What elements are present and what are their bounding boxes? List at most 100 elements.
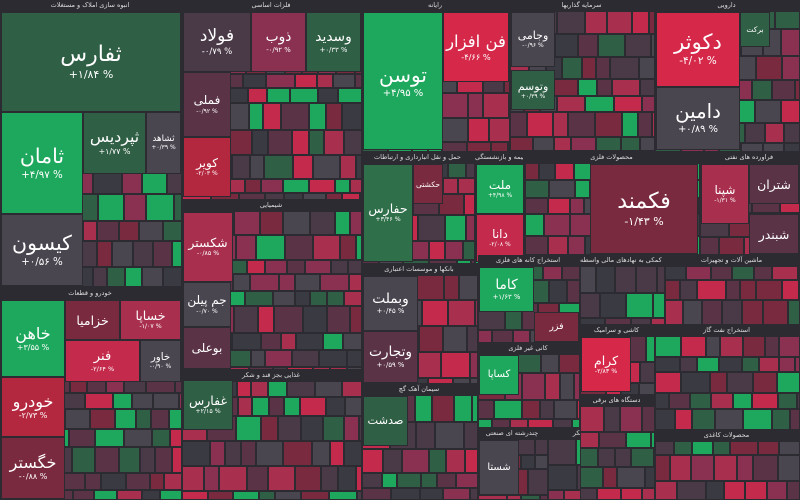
- stock-cell: [600, 293, 626, 318]
- stock-cell: [525, 163, 539, 180]
- stock-cell: [638, 112, 652, 137]
- stock-cell: [599, 432, 626, 448]
- stock-tile: خاهن +۳/۵۵ %: [1, 300, 65, 377]
- stock-cell: [675, 409, 692, 430]
- stock-cell: [238, 397, 252, 416]
- stock-cell: [548, 236, 568, 255]
- stock-cell: [478, 495, 507, 500]
- stock-tile: فکمند -۱/۴۳ %: [590, 164, 698, 254]
- stock-cell: [429, 260, 457, 264]
- stock-cell: [247, 466, 268, 491]
- stock-cell: [249, 103, 263, 130]
- stock-symbol: صدشت: [367, 414, 404, 428]
- stock-cell: [483, 93, 509, 118]
- stock-cell: [465, 449, 478, 473]
- stock-symbol: ثپردیس: [89, 127, 140, 147]
- stock-tile: شکستر -۰/۸۵ %: [183, 212, 233, 282]
- stock-cell: [326, 103, 342, 130]
- stock-cell: [283, 441, 312, 466]
- stock-symbol: وجامی: [517, 29, 549, 42]
- stock-cell: [528, 469, 548, 495]
- stock-cell: [765, 336, 779, 357]
- stock-cell: [98, 194, 124, 221]
- stock-cell: [555, 163, 574, 180]
- stock-cell: [580, 318, 605, 325]
- stock-cell: [440, 118, 468, 142]
- sector: چندرشته ای صنعتی شستا: [478, 428, 548, 500]
- stock-cell: [570, 198, 584, 214]
- stock-cell: [578, 34, 598, 57]
- stock-tile: حفارس +۳/۴۶ %: [363, 164, 413, 262]
- stock-cell: [777, 372, 800, 393]
- stock-cell: [258, 306, 274, 333]
- stock-cell: [415, 275, 444, 300]
- stock-cell: [342, 381, 362, 397]
- stock-cell: [342, 103, 362, 130]
- stock-symbol: شبندر: [758, 226, 790, 242]
- stock-cell: [554, 151, 568, 152]
- stock-cell: [655, 372, 681, 393]
- stock-cell: [0, 287, 20, 288]
- stock-change: +۱/۶۳ %: [492, 293, 521, 302]
- stock-tile: ثشاهد +۰/۳۹ %: [146, 112, 181, 174]
- stock-cell: [574, 373, 580, 400]
- stock-symbol: فنر: [93, 348, 112, 364]
- stock-cell: [327, 306, 350, 333]
- stock-cell: [592, 151, 616, 152]
- stock-cell: [151, 409, 169, 429]
- stock-symbol: خساپا: [135, 308, 166, 324]
- stock-cell: [753, 455, 778, 481]
- sector: محصولات کاغذی: [655, 430, 800, 500]
- stock-change: -۴/۶۶ %: [461, 51, 491, 62]
- stock-cell: [324, 130, 344, 155]
- stock-cell: [509, 93, 510, 118]
- stock-change: -۰/۸۵ %: [196, 250, 220, 258]
- stock-cell: [350, 306, 362, 333]
- stock-symbol: دامین: [675, 100, 721, 124]
- stock-cell: [585, 11, 607, 34]
- stock-cell: [287, 381, 315, 397]
- stock-cell: [756, 280, 782, 300]
- stock-cell: [535, 455, 548, 469]
- stock-change: -۴/۰۲ %: [679, 55, 717, 68]
- stock-cell: [204, 466, 219, 491]
- stock-cell: [655, 441, 674, 455]
- stock-cell: [692, 441, 713, 455]
- stock-cell: [733, 393, 752, 409]
- stock-symbol: شپنا: [714, 182, 736, 197]
- stock-symbol: فکمند: [617, 188, 671, 214]
- stock-cell: [441, 352, 470, 378]
- stock-cell: [596, 266, 615, 293]
- stock-cell: [620, 406, 642, 432]
- stock-cell: [360, 193, 362, 200]
- stock-cell: [714, 455, 737, 481]
- stock-symbol: غفارس: [189, 393, 227, 409]
- stock-cell: [655, 455, 670, 481]
- stock-tile: برکت: [740, 12, 770, 47]
- stock-cell: [155, 447, 172, 473]
- stock-cell: [743, 336, 765, 357]
- stock-cell: [614, 96, 642, 112]
- stock-change: +۰/۵۹ %: [376, 360, 405, 369]
- stock-cell: [719, 237, 744, 255]
- stock-cell: [440, 93, 468, 118]
- stock-cell: [326, 193, 342, 200]
- stock-cell: [788, 300, 800, 325]
- stock-cell: [355, 74, 362, 88]
- stock-cell: [232, 333, 261, 350]
- stock-cell: [283, 211, 310, 235]
- stock-cell: [273, 291, 295, 306]
- stock-tile: خساپا -۱/۰۷ %: [120, 300, 181, 340]
- stock-cell: [448, 163, 466, 178]
- stock-cell: [727, 372, 753, 393]
- stock-cell: [232, 260, 247, 274]
- sector-title: بیمه و بازنشستگی: [475, 153, 523, 161]
- stock-cell: [595, 112, 622, 137]
- stock-cell: [778, 393, 797, 409]
- stock-change: +۲/۱۵ %: [195, 408, 221, 416]
- stock-cell: [113, 393, 132, 409]
- sector: فعالیتهای کمکی به نهادهای مالی واسطه: [580, 255, 665, 325]
- stock-cell: [621, 137, 640, 151]
- stock-cell: [310, 211, 335, 235]
- stock-tile: دکوثر -۴/۰۲ %: [656, 12, 740, 87]
